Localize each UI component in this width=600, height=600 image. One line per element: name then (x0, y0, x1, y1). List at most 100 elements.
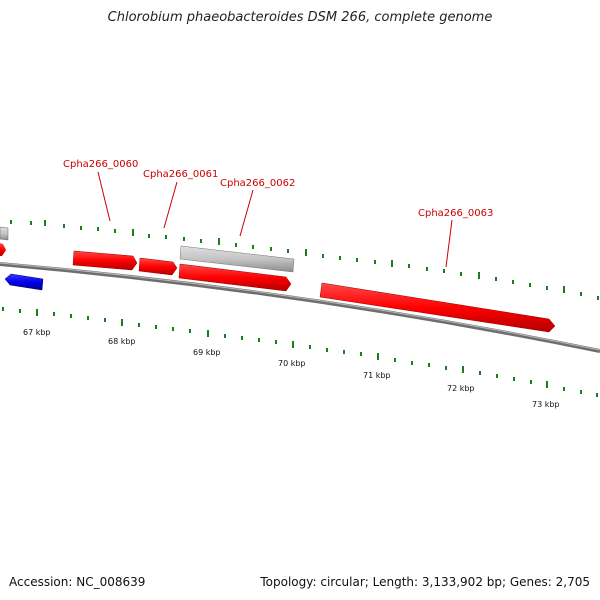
tick-mark (580, 390, 582, 394)
tick-mark (546, 286, 548, 290)
gene-arrow-blue (4, 273, 44, 291)
tick-mark (30, 221, 32, 225)
tick-mark (87, 316, 89, 320)
tick-mark (339, 256, 341, 260)
tick-mark (19, 309, 21, 313)
tick-mark (529, 283, 531, 287)
tick-mark (292, 341, 294, 348)
tick-mark (2, 307, 4, 311)
tick-mark (97, 227, 99, 231)
tick-mark (155, 325, 157, 329)
tick-mark (356, 258, 358, 262)
tick-mark (138, 323, 140, 327)
gene-label-0063: Cpha266_0063 (418, 208, 493, 219)
tick-mark (530, 380, 532, 384)
tick-mark (496, 374, 498, 378)
tick-mark (322, 254, 324, 258)
scale-label-71kbp: 71 kbp (363, 371, 391, 380)
tick-mark (394, 358, 396, 362)
tick-mark (426, 267, 428, 271)
gene-arrow-0063 (319, 282, 556, 333)
tick-mark (428, 363, 430, 367)
gene-arrow-gray-edge (0, 226, 9, 241)
tick-mark (252, 245, 254, 249)
tick-mark (36, 309, 38, 316)
tick-mark (44, 220, 46, 226)
tick-mark (258, 338, 260, 342)
tick-mark (235, 243, 237, 247)
scale-label-73kbp: 73 kbp (532, 400, 560, 409)
tick-mark (80, 226, 82, 230)
tick-mark (10, 220, 12, 224)
tick-mark (224, 334, 226, 338)
tick-mark (512, 280, 514, 284)
tick-mark (200, 239, 202, 243)
accession-text: Accession: NC_008639 (9, 575, 146, 589)
tick-mark (121, 319, 123, 326)
tick-mark (391, 260, 393, 267)
lower-tick-ring (2, 307, 598, 397)
gene-arrow-red-edge (0, 243, 6, 256)
tick-mark (183, 237, 185, 241)
gene-arrow-0060 (72, 250, 138, 271)
scale-label-69kbp: 69 kbp (193, 348, 221, 357)
tick-mark (326, 348, 328, 352)
scale-label-68kbp: 68 kbp (108, 337, 136, 346)
gene-arrow-0062 (178, 263, 292, 292)
tick-mark (411, 361, 413, 365)
gene-arrow-0061 (138, 257, 178, 276)
tick-mark (460, 272, 462, 276)
tick-mark (495, 277, 497, 281)
tick-mark (218, 238, 220, 245)
tick-mark (563, 286, 565, 293)
tick-mark (287, 249, 289, 253)
tick-mark (513, 377, 515, 381)
tick-mark (309, 345, 311, 349)
tick-mark (546, 381, 548, 388)
scale-label-72kbp: 72 kbp (447, 384, 475, 393)
tick-mark (580, 292, 582, 296)
tick-mark (443, 269, 445, 273)
tick-mark (360, 352, 362, 356)
tick-mark (462, 366, 464, 373)
tick-mark (148, 234, 150, 238)
tick-mark (596, 393, 598, 397)
map-title: Chlorobium phaeobacteroides DSM 266, com… (107, 10, 493, 25)
tick-mark (478, 272, 480, 279)
tick-mark (445, 366, 447, 370)
tick-mark (270, 247, 272, 251)
tick-mark (189, 329, 191, 333)
tick-mark (132, 229, 134, 236)
tick-mark (377, 353, 379, 360)
tick-mark (275, 340, 277, 344)
genome-stats-text: Topology: circular; Length: 3,133,902 bp… (260, 575, 590, 589)
tick-mark (408, 264, 410, 268)
tick-mark (343, 350, 345, 354)
tick-mark (114, 229, 116, 233)
leader-line-0060 (97, 171, 111, 222)
tick-mark (172, 327, 174, 331)
gene-label-0062: Cpha266_0062 (220, 178, 295, 189)
leader-line-0062 (239, 189, 254, 237)
tick-mark (241, 336, 243, 340)
tick-mark (597, 296, 599, 300)
gene-label-0060: Cpha266_0060 (63, 159, 138, 170)
scale-label-67kbp: 67 kbp (23, 328, 51, 337)
tick-mark (305, 249, 307, 256)
tick-mark (374, 260, 376, 264)
tick-mark (165, 235, 167, 239)
tick-mark (53, 312, 55, 316)
tick-mark (563, 387, 565, 391)
gene-arrow-0062-gray (179, 245, 295, 273)
leader-line-0061 (163, 181, 178, 229)
genome-backbone (0, 262, 600, 353)
tick-mark (63, 224, 65, 228)
tick-mark (207, 330, 209, 337)
scale-label-70kbp: 70 kbp (278, 359, 306, 368)
upper-tick-ring (10, 220, 599, 300)
tick-mark (479, 371, 481, 375)
tick-mark (70, 314, 72, 318)
leader-line-0063 (445, 219, 453, 268)
gene-label-0061: Cpha266_0061 (143, 169, 218, 180)
